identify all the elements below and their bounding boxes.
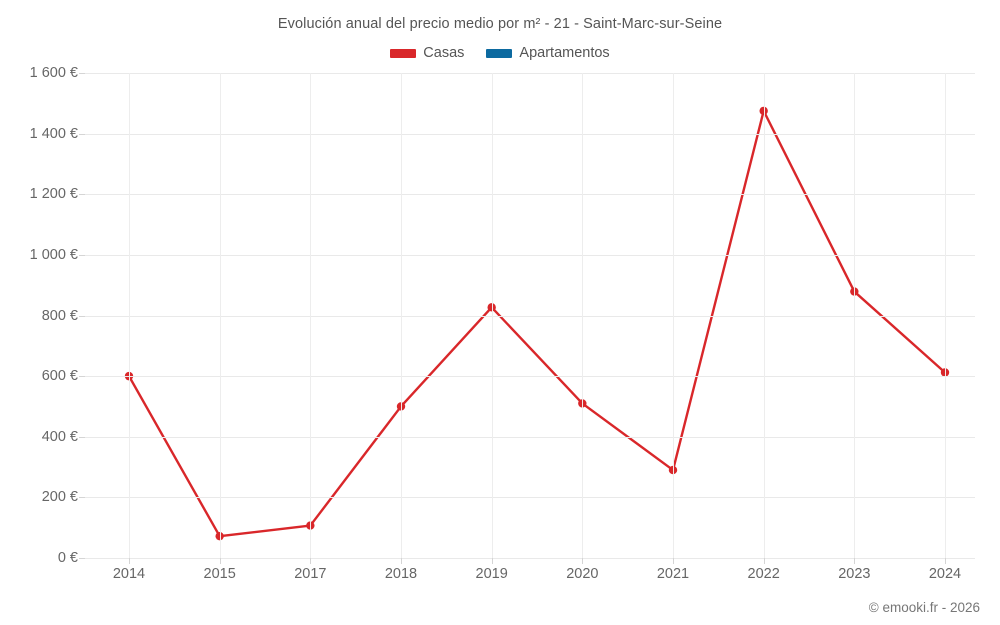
legend-item-apartamentos[interactable]: Apartamentos (486, 45, 610, 61)
y-axis-tick-mark (79, 133, 85, 135)
legend-swatch-apartamentos (486, 48, 513, 58)
x-gridline (310, 73, 312, 558)
y-axis-tick-label: 400 € (41, 428, 78, 445)
series-line-casas (127, 109, 947, 538)
x-axis-tick-label: 2021 (656, 566, 690, 582)
x-gridline (945, 73, 946, 558)
x-axis-tick-label: 2023 (838, 566, 871, 582)
y-axis: 0 € 200 € 400 € 600 € 800 € 1 000 € 1 200 € 1 4… (0, 65, 78, 566)
x-gridline (673, 73, 674, 558)
y-gridline (85, 315, 975, 317)
y-axis-tick-mark (79, 436, 85, 438)
y-axis-tick-label: 1 000 € (29, 246, 78, 263)
y-gridline (85, 254, 975, 256)
x-axis-tick-label: 2019 (475, 566, 508, 582)
x-axis-tick-mark (310, 558, 312, 564)
x-gridline (582, 73, 584, 558)
y-gridline (85, 194, 975, 196)
x-gridline (854, 73, 856, 558)
x-axis-tick-mark (763, 558, 765, 564)
legend-label-apartamentos: Apartamentos (519, 45, 610, 61)
x-axis-tick-mark (945, 558, 946, 564)
x-axis-tick-mark (854, 558, 856, 564)
x-axis-tick-label: 2020 (566, 566, 599, 582)
x-gridline (401, 73, 402, 558)
y-axis-tick-mark (79, 73, 85, 74)
y-gridline (85, 497, 975, 499)
y-axis-tick-label: 200 € (41, 489, 78, 506)
x-axis-tick-label: 2014 (112, 566, 146, 582)
y-axis-tick-mark (79, 315, 85, 317)
y-axis-tick-label: 1 600 € (29, 65, 78, 81)
x-gridline (763, 73, 765, 558)
y-gridline (85, 558, 975, 559)
x-axis-tick-label: 2024 (928, 566, 962, 582)
x-axis-tick-mark (219, 558, 221, 564)
x-gridline (491, 73, 493, 558)
x-axis-tick-mark (401, 558, 402, 564)
x-axis-tick-label: 2022 (747, 566, 780, 582)
legend-swatch-casas (390, 48, 417, 58)
x-axis-tick-mark (129, 558, 130, 564)
y-gridline (85, 436, 975, 438)
legend-item-casas[interactable]: Casas (390, 45, 464, 61)
x-axis-tick-label: 2017 (294, 566, 327, 582)
y-axis-tick-mark (79, 558, 85, 559)
legend-label-casas: Casas (423, 45, 465, 61)
x-axis-tick-label: 2015 (203, 566, 236, 582)
data-point[interactable] (396, 402, 406, 411)
x-axis-tick-mark (673, 558, 674, 564)
x-gridline (219, 73, 221, 558)
chart-legend: Casas Apartamentos (0, 45, 1000, 61)
y-axis-tick-label: 1 400 € (29, 125, 78, 142)
x-axis-tick-mark (582, 558, 584, 564)
y-axis-tick-mark (79, 254, 85, 256)
y-axis-tick-mark (79, 194, 85, 196)
y-gridline (85, 73, 975, 74)
y-axis-tick-label: 800 € (41, 307, 78, 324)
x-axis: 2014 2015 2017 2018 2019 2020 2021 2022 2023 2024 (85, 566, 975, 588)
y-axis-tick-label: 1 200 € (29, 186, 78, 203)
y-gridline (85, 376, 975, 378)
x-axis-tick-label: 2018 (384, 566, 418, 582)
footer-credit: © emooki.fr - 2026 (868, 600, 980, 615)
chart-title: Evolución anual del precio medio por m² … (277, 16, 723, 32)
y-axis-tick-label: 600 € (41, 368, 78, 385)
x-axis-tick-mark (491, 558, 493, 564)
y-axis-tick-mark (79, 497, 85, 499)
y-axis-tick-mark (79, 376, 85, 378)
y-gridline (85, 133, 975, 135)
x-gridline (129, 73, 130, 558)
y-axis-tick-label: 0 € (57, 550, 78, 566)
plot-area (85, 73, 975, 559)
